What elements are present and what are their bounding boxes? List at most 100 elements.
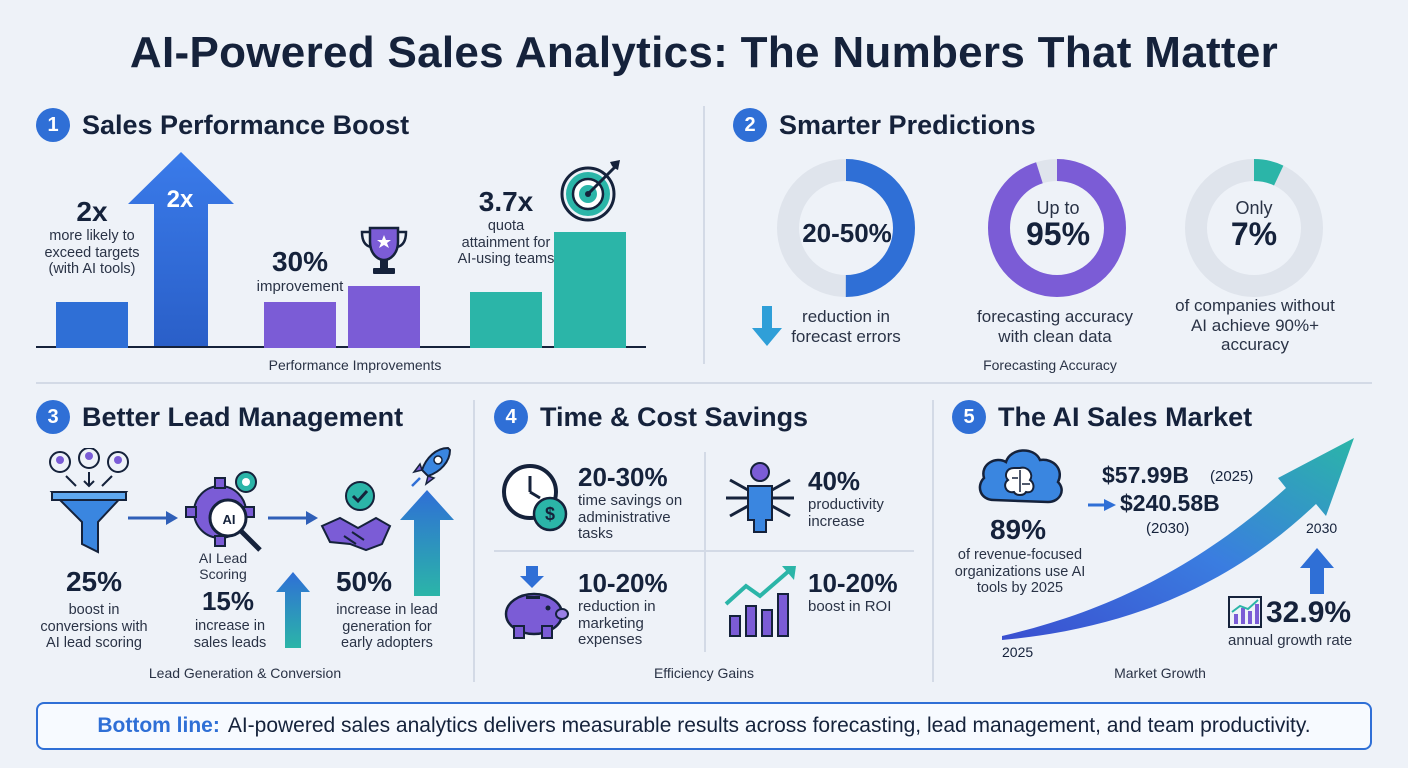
bar-chart-icon <box>1228 596 1262 628</box>
section-3-title: Better Lead Management <box>82 401 404 432</box>
chart-baseline <box>36 346 646 348</box>
stat-50-desc: increase in lead generation for early ad… <box>336 602 438 652</box>
section-2-number: 2 <box>733 108 767 142</box>
section-1-caption: Performance Improvements <box>268 357 442 373</box>
arrow-right-icon-2 <box>268 511 318 525</box>
clock-dollar-icon: $ <box>502 464 568 532</box>
bottom-line-banner: Bottom line: AI-powered sales analytics … <box>36 702 1372 750</box>
donut-2-arc <box>988 159 1126 297</box>
stat-3-7x-desc: quota attainment for AI-using teams <box>457 218 555 268</box>
donut-3-value: 7% <box>1230 216 1278 252</box>
section-1-number: 1 <box>36 108 70 142</box>
section-3-number: 3 <box>36 400 70 434</box>
stat-15-desc: increase in sales leads <box>193 618 267 651</box>
stat-50-value: 50% <box>335 566 393 597</box>
section-3-header: 3 Better Lead Management <box>36 400 403 434</box>
market-growth-curve <box>1002 438 1354 640</box>
ai-badge-text: AI <box>222 512 236 527</box>
stat-marketing-desc: reduction in marketing expenses <box>578 598 656 648</box>
stat-marketing-value: 10-20% <box>578 568 668 598</box>
stat-roi-value: 10-20% <box>808 568 898 598</box>
up-arrow-lead-gen-icon <box>400 490 454 596</box>
up-arrow-2x-icon <box>128 152 234 346</box>
page-title: AI-Powered Sales Analytics: The Numbers … <box>129 28 1279 77</box>
divider-top <box>703 106 705 364</box>
section-4-caption: Efficiency Gains <box>653 665 755 681</box>
stat-time-savings: 20-30% time savings on administrative ta… <box>578 462 702 543</box>
donut-1-arc <box>777 159 915 297</box>
year-end-label: 2030 <box>1306 520 1338 536</box>
funnel-icon <box>49 448 129 554</box>
donut-2-prefix: Up to <box>1036 198 1080 218</box>
bar-purple-after <box>348 286 420 348</box>
section-4-number: 4 <box>494 400 528 434</box>
donut-1-value: 20-50% <box>802 218 892 248</box>
stat-productivity: 40% productivity increase <box>808 466 918 530</box>
section-1-chart: 2x <box>36 150 646 348</box>
target-icon <box>560 160 620 222</box>
section-5-caption: Market Growth <box>1114 665 1206 681</box>
market-2030-year: (2030) <box>1146 520 1190 537</box>
bar-teal-before <box>470 292 542 348</box>
donut-2-desc: forecasting accuracy with clean data <box>977 307 1133 346</box>
section-4-inner-divider-h <box>494 550 914 552</box>
arrow-label-2x: 2x <box>166 186 194 213</box>
section-4-header: 4 Time & Cost Savings <box>494 400 808 434</box>
adoption-value: 89% <box>989 514 1047 545</box>
up-arrow-leads-icon <box>276 572 310 648</box>
donut-3-arc <box>1185 159 1323 297</box>
divider-bottom-left <box>473 400 475 682</box>
section-5-header: 5 The AI Sales Market <box>952 400 1252 434</box>
growth-chart-icon <box>724 566 796 637</box>
market-2025-value: $57.99B <box>1102 462 1189 488</box>
bar-purple-before <box>264 302 336 348</box>
stat-productivity-desc: productivity increase <box>808 496 884 530</box>
section-4-title: Time & Cost Savings <box>540 401 809 432</box>
adoption-desc: of revenue-focused organizations use AI … <box>954 547 1086 597</box>
cloud-brain-icon <box>978 449 1063 504</box>
ai-gear-icon <box>185 471 262 552</box>
stat-time-savings-desc: time savings on administrative tasks <box>578 492 683 542</box>
section-2-caption: Forecasting Accuracy <box>983 357 1117 373</box>
section-5-number: 5 <box>952 400 986 434</box>
section-1-title: Sales Performance Boost <box>82 109 410 140</box>
stat-25-desc: boost in conversions with AI lead scorin… <box>40 602 148 652</box>
up-arrow-growth-icon <box>1300 548 1334 594</box>
stat-roi-desc: boost in ROI <box>808 598 892 615</box>
stat-25-value: 25% <box>65 566 123 597</box>
stat-marketing: 10-20% reduction in marketing expenses <box>578 568 702 649</box>
handshake-icon <box>320 481 392 552</box>
stat-2x-value: 2x <box>76 196 108 227</box>
trophy-icon <box>360 226 408 274</box>
stat-productivity-value: 40% <box>808 466 861 496</box>
bar-teal-after <box>554 232 626 348</box>
growth-rate-value: 32.9% <box>1266 596 1352 629</box>
donut-1-desc: reduction in forecast errors <box>791 307 901 346</box>
stat-30-desc: improvement <box>256 278 344 295</box>
bottom-line-text: AI-powered sales analytics delivers meas… <box>227 714 1311 737</box>
stat-30-value: 30% <box>271 246 329 277</box>
divider-middle <box>36 382 1372 384</box>
section-3-caption: Lead Generation & Conversion <box>148 665 342 681</box>
bottom-line-label: Bottom line: <box>97 714 220 737</box>
section-4-inner-divider-v <box>704 452 706 652</box>
market-2030-value: $240.58B <box>1120 490 1220 516</box>
piggy-bank-icon <box>504 566 569 639</box>
arrow-right-icon <box>128 511 178 525</box>
divider-bottom-right <box>932 400 934 682</box>
donut-3-desc: of companies without AI achieve 90%+ acc… <box>1175 296 1335 355</box>
market-2025-year: (2025) <box>1210 468 1254 485</box>
section-5-title: The AI Sales Market <box>998 401 1253 432</box>
ai-lead-scoring-label: AI Lead Scoring <box>198 550 248 583</box>
section-2-title: Smarter Predictions <box>779 109 1036 140</box>
year-start-label: 2025 <box>1002 644 1034 660</box>
svg-text:$: $ <box>545 504 555 524</box>
bar-without-ai <box>56 302 128 348</box>
forecast-donuts <box>777 159 1323 297</box>
stat-2x-desc: more likely to exceed targets (with AI t… <box>44 228 140 278</box>
rocket-icon <box>411 446 452 487</box>
stat-time-savings-value: 20-30% <box>578 462 668 492</box>
growth-rate-desc: annual growth rate <box>1228 632 1353 649</box>
donut-3-prefix: Only <box>1235 198 1273 218</box>
stat-roi: 10-20% boost in ROI <box>808 568 918 616</box>
